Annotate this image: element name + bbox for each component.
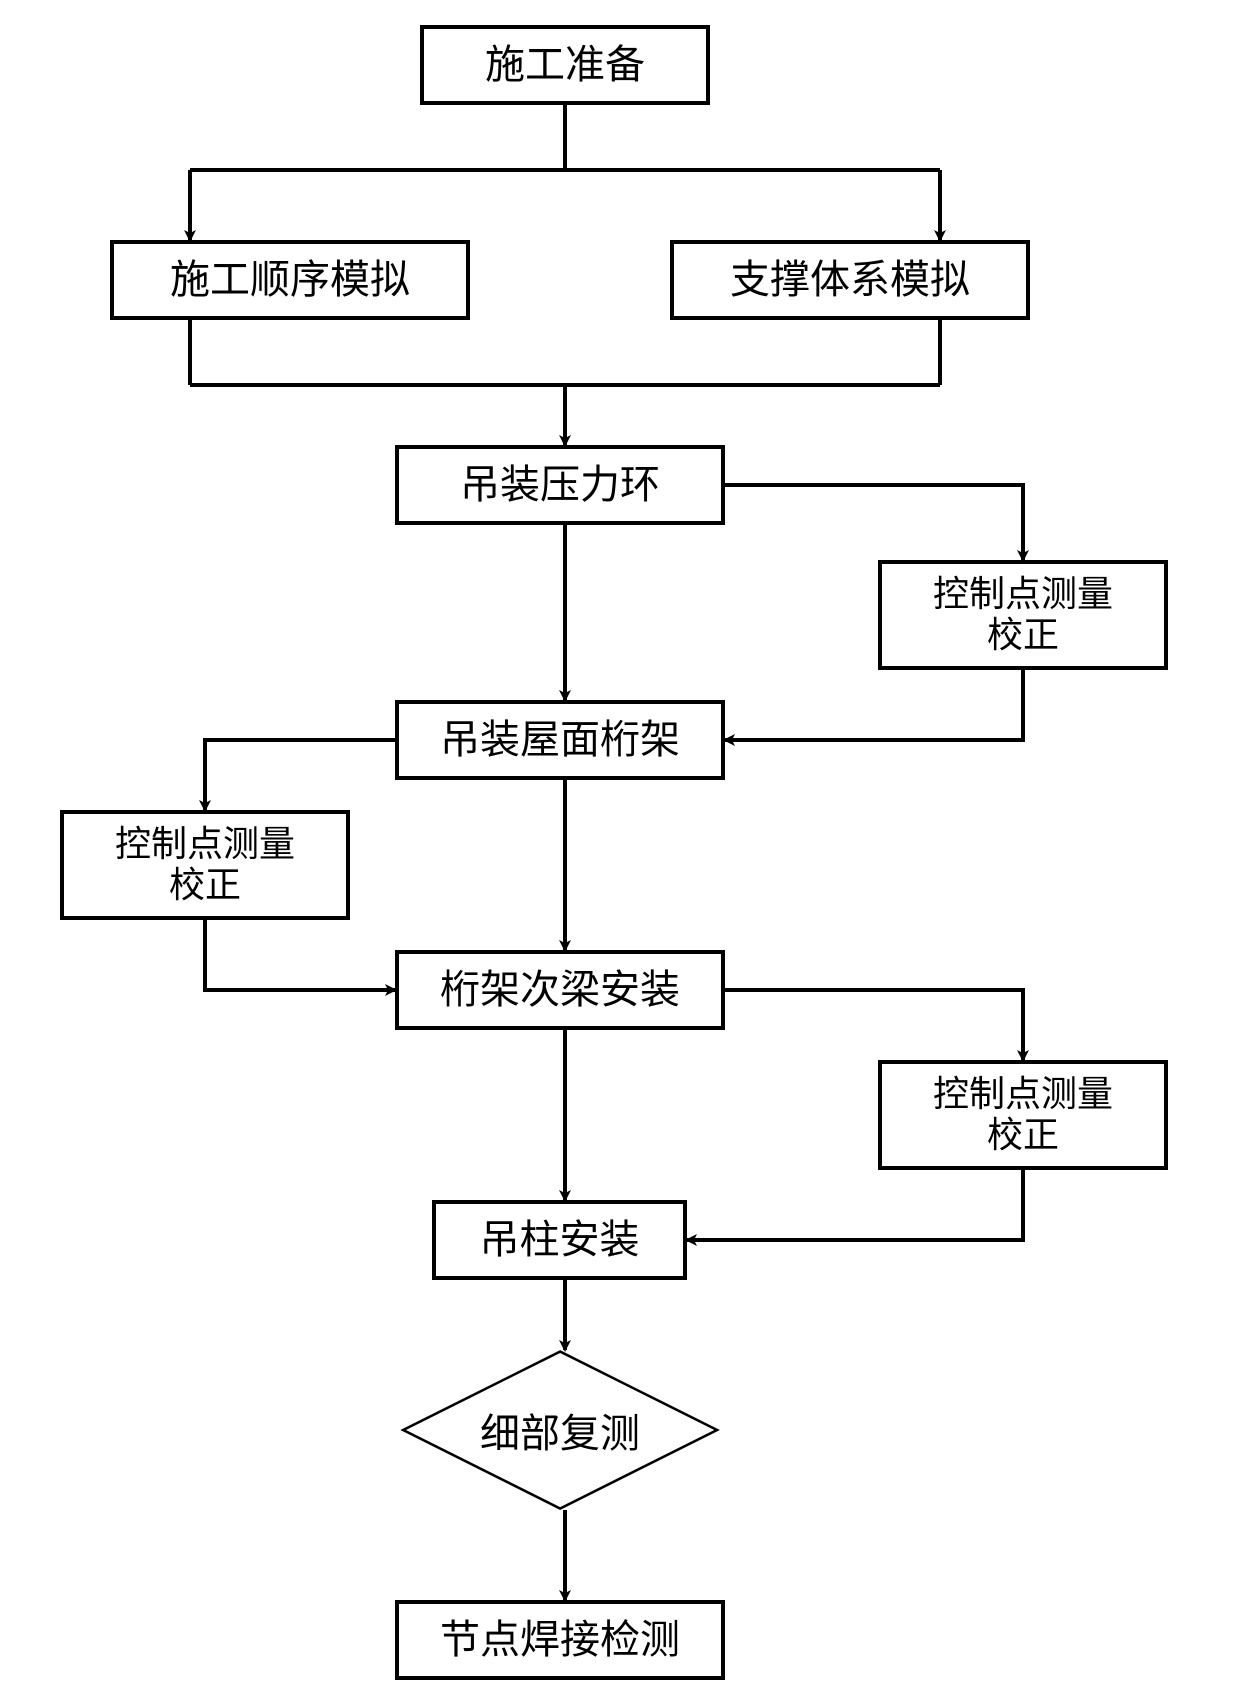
node-label: 控制点测量校正 — [933, 574, 1113, 657]
flowchart-node-n4: 吊装屋面桁架 — [395, 700, 725, 780]
flowchart-edge — [725, 485, 1023, 560]
flowchart-node-s1: 控制点测量校正 — [878, 560, 1168, 670]
flowchart-node-n7: 细部复测 — [400, 1350, 720, 1510]
node-label: 施工顺序模拟 — [170, 257, 410, 303]
flowchart-node-s3: 控制点测量校正 — [878, 1060, 1168, 1170]
flowchart-edge — [687, 1170, 1023, 1240]
node-label: 细部复测 — [480, 1401, 640, 1459]
flowchart-node-s2: 控制点测量校正 — [60, 810, 350, 920]
node-label: 控制点测量校正 — [933, 1074, 1113, 1157]
node-label: 吊柱安装 — [480, 1217, 640, 1263]
node-label: 节点焊接检测 — [440, 1617, 680, 1663]
node-label: 桁架次梁安装 — [440, 967, 680, 1013]
flowchart-node-n3: 吊装压力环 — [395, 445, 725, 525]
flowchart-node-n2a: 施工顺序模拟 — [110, 240, 470, 320]
flowchart-edge — [725, 990, 1023, 1060]
flowchart-edge — [205, 740, 395, 810]
flowchart-edge — [205, 920, 395, 990]
node-label: 支撑体系模拟 — [730, 257, 970, 303]
node-label: 控制点测量校正 — [115, 824, 295, 907]
node-label: 施工准备 — [485, 42, 645, 88]
flowchart-node-n8: 节点焊接检测 — [395, 1600, 725, 1680]
node-label: 吊装屋面桁架 — [440, 717, 680, 763]
flowchart-node-n2b: 支撑体系模拟 — [670, 240, 1030, 320]
flowchart-edge — [725, 670, 1023, 740]
flowchart-node-n6: 吊柱安装 — [432, 1200, 687, 1280]
flowchart-node-n1: 施工准备 — [420, 25, 710, 105]
flowchart-node-n5: 桁架次梁安装 — [395, 950, 725, 1030]
node-label: 吊装压力环 — [460, 462, 660, 508]
